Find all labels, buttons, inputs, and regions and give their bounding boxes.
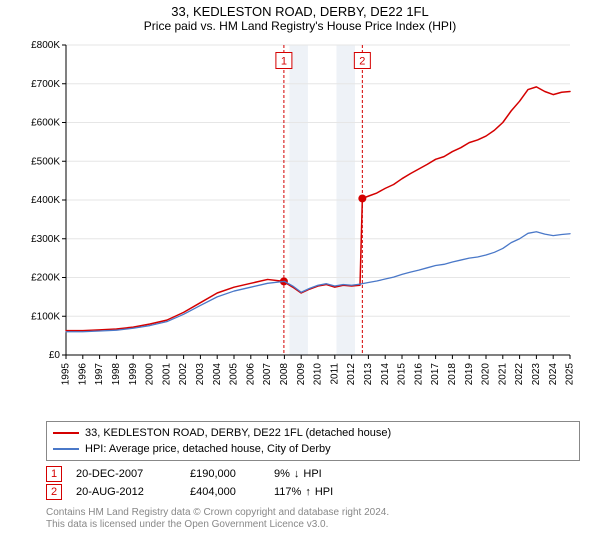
x-tick-label: 2021 [497, 363, 508, 386]
x-tick-label: 1995 [61, 363, 72, 386]
sale-badge: 1 [46, 466, 62, 482]
sale-price: £404,000 [190, 486, 260, 498]
x-tick-label: 2018 [447, 363, 458, 386]
x-tick-label: 2023 [531, 363, 542, 386]
chart-marker-badge-label: 1 [281, 56, 287, 68]
footer-line: This data is licensed under the Open Gov… [46, 519, 580, 531]
x-tick-label: 2006 [245, 363, 256, 386]
sales-list: 120-DEC-2007£190,0009%↓HPI220-AUG-2012£4… [46, 465, 580, 501]
x-tick-label: 2003 [195, 363, 206, 386]
x-tick-label: 2013 [363, 363, 374, 386]
page-title: 33, KEDLESTON ROAD, DERBY, DE22 1FL [0, 4, 600, 19]
legend-label: HPI: Average price, detached house, City… [85, 443, 331, 455]
x-tick-label: 2004 [212, 363, 223, 386]
x-tick-label: 2016 [413, 363, 424, 386]
x-tick-label: 2025 [565, 363, 576, 386]
arrow-up-icon: ↑ [305, 486, 311, 498]
chart-marker-badge-label: 2 [359, 56, 365, 68]
sale-delta: 117% ↑ HPI [274, 486, 333, 498]
sale-badge: 2 [46, 484, 62, 500]
x-tick-label: 1999 [128, 363, 139, 386]
arrow-down-icon: ↓ [294, 468, 300, 480]
sale-date: 20-DEC-2007 [76, 468, 176, 480]
y-tick-label: £0 [49, 350, 61, 361]
y-tick-label: £700K [31, 79, 60, 90]
x-tick-label: 2017 [430, 363, 441, 386]
x-tick-label: 2015 [397, 363, 408, 386]
x-tick-label: 2002 [178, 363, 189, 386]
sale-delta-pct: 9% [274, 468, 290, 480]
legend-item: HPI: Average price, detached house, City… [53, 441, 573, 457]
x-tick-label: 2005 [229, 363, 240, 386]
legend-item: 33, KEDLESTON ROAD, DERBY, DE22 1FL (det… [53, 425, 573, 441]
legend-label: 33, KEDLESTON ROAD, DERBY, DE22 1FL (det… [85, 427, 391, 439]
y-tick-label: £400K [31, 195, 60, 206]
sale-delta-suffix: HPI [315, 486, 333, 498]
sale-delta-suffix: HPI [303, 468, 321, 480]
x-tick-label: 2001 [161, 363, 172, 386]
x-tick-label: 2008 [279, 363, 290, 386]
x-tick-label: 1996 [77, 363, 88, 386]
sale-row: 1 20-DEC-2007 £190,000 9% ↓HPI [46, 465, 580, 483]
x-tick-label: 2022 [514, 363, 525, 386]
price-chart: £0 £100K £200K £300K £400K £500K £600K £700K £80… [20, 35, 580, 415]
x-tick-label: 2007 [262, 363, 273, 386]
x-tick-label: 2012 [346, 363, 357, 386]
x-tick-label: 2014 [380, 363, 391, 386]
x-tick-label: 2020 [481, 363, 492, 386]
x-tick-label: 2019 [464, 363, 475, 386]
sale-delta-pct: 117% [274, 486, 301, 498]
x-tick-label: 2000 [145, 363, 156, 386]
x-tick-label: 2011 [329, 363, 340, 385]
sale-row: 2 20-AUG-2012 £404,000 117% ↑ HPI [46, 483, 580, 501]
x-tick-label: 2009 [296, 363, 307, 386]
y-tick-label: £800K [31, 40, 60, 51]
attribution-footer: Contains HM Land Registry data © Crown c… [46, 507, 580, 531]
x-tick-label: 2024 [548, 363, 559, 386]
sale-price: £190,000 [190, 468, 260, 480]
footer-line: Contains HM Land Registry data © Crown c… [46, 507, 580, 519]
y-tick-label: £600K [31, 118, 60, 129]
x-tick-label: 1998 [111, 363, 122, 386]
sale-delta: 9% ↓HPI [274, 468, 322, 480]
y-tick-label: £100K [31, 311, 60, 322]
chart-legend: 33, KEDLESTON ROAD, DERBY, DE22 1FL (det… [46, 421, 580, 461]
y-tick-label: £200K [31, 273, 60, 284]
y-tick-label: £300K [31, 234, 60, 245]
legend-swatch [53, 432, 79, 434]
page-subtitle: Price paid vs. HM Land Registry's House … [0, 19, 600, 33]
x-tick-label: 1997 [94, 363, 105, 386]
legend-swatch [53, 448, 79, 450]
x-tick-label: 2010 [313, 363, 324, 386]
y-tick-label: £500K [31, 156, 60, 167]
sale-date: 20-AUG-2012 [76, 486, 176, 498]
